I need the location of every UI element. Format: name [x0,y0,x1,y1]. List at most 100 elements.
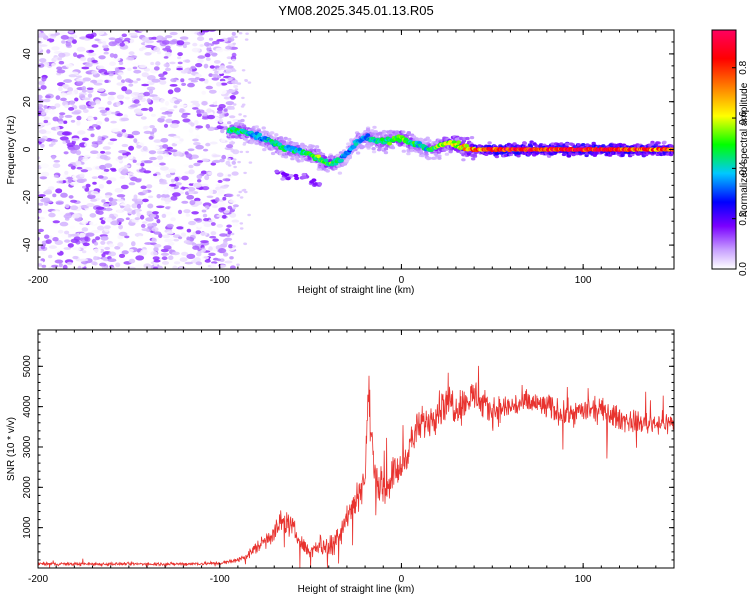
noise-dot [225,101,235,106]
noise-dot [109,213,115,218]
noise-dot [108,72,114,77]
noise-dot [45,189,53,195]
noise-dot [208,112,214,116]
noise-dot [41,77,47,82]
noise-dot [51,210,59,213]
noise-dot [227,174,232,177]
ridge-halo-dot [437,154,442,158]
noise-dot [128,51,135,56]
ridge-halo-dot [649,142,655,146]
noise-dot [30,45,36,48]
noise-dot [107,95,115,101]
noise-dot [232,103,237,106]
ridge-halo-dot [444,152,450,156]
noise-dot [80,169,89,173]
noise-dot [219,65,226,71]
noise-dot [63,120,68,124]
noise-dot [212,154,221,158]
noise-dot [153,139,162,143]
noise-dot [73,42,79,48]
noise-dot [51,155,56,160]
noise-dot [93,86,99,91]
noise-dot [43,119,49,124]
noise-dot [153,173,158,177]
noise-dot [99,154,108,160]
y-tick-label: 0 [22,146,33,152]
ridge-halo-dot [310,144,315,148]
noise-dot [180,232,187,237]
noise-dot [106,70,115,74]
noise-dot [132,159,137,163]
noise-dot [29,154,33,158]
ridge-halo-dot [461,158,466,162]
noise-dot [231,31,236,36]
noise-dot [95,236,101,241]
noise-dot [138,95,143,101]
y-tick-label: -40 [22,237,33,252]
noise-dot [147,223,154,227]
noise-dot [75,150,82,156]
noise-dot [38,36,43,41]
noise-dot [88,101,97,106]
noise-dot [79,173,85,178]
noise-dot [125,60,133,64]
noise-dot [148,150,157,155]
noise-dot [58,263,63,268]
noise-dot [201,101,208,106]
noise-dot [83,38,91,41]
noise-dot [221,154,227,160]
noise-dot [169,61,176,65]
noise-dot [31,226,37,229]
ridge-halo-dot [249,140,254,144]
noise-dot [219,233,228,237]
noise-dot [234,88,239,91]
noise-dot [157,265,163,269]
x-tick-label: -100 [210,275,230,286]
noise-dot [45,89,54,93]
noise-dot [112,57,121,62]
noise-dot [81,137,89,141]
ridge-halo-dot [290,157,295,161]
noise-dot [176,40,185,46]
noise-dot [69,100,75,106]
noise-dot [59,136,69,141]
noise-dot [164,149,171,152]
noise-dot [57,57,62,61]
noise-dot [211,52,218,57]
x-tick-label: 0 [399,275,405,286]
noise-dot [114,187,124,193]
noise-dot [104,151,112,155]
noise-dot [97,175,104,179]
noise-dot [205,142,211,147]
ridge-halo-dot [234,122,239,126]
noise-dot [195,134,200,139]
noise-dot [55,188,63,194]
noise-dot [91,229,100,234]
noise-dot [238,113,242,116]
noise-dot [174,176,179,182]
noise-dot [76,78,83,82]
ridge-halo-dot [383,151,389,155]
noise-dot [165,35,173,39]
noise-dot [54,32,60,36]
noise-dot [100,150,106,154]
noise-dot [220,123,228,127]
noise-dot [87,52,97,57]
noise-dot [139,214,145,220]
noise-dot [184,261,193,265]
noise-dot [222,196,227,201]
ridge-halo-dot [581,143,586,147]
noise-dot [217,179,223,183]
noise-dot [131,210,136,215]
noise-dot [96,120,103,126]
noise-dot [233,85,239,88]
noise-dot [80,56,87,62]
noise-dot [82,245,87,249]
noise-dot [220,34,227,38]
noise-dot [227,158,231,161]
noise-dot [225,65,234,69]
noise-dot [167,109,175,112]
noise-dot [91,261,97,265]
noise-dot [174,87,181,93]
noise-dot [145,44,155,48]
